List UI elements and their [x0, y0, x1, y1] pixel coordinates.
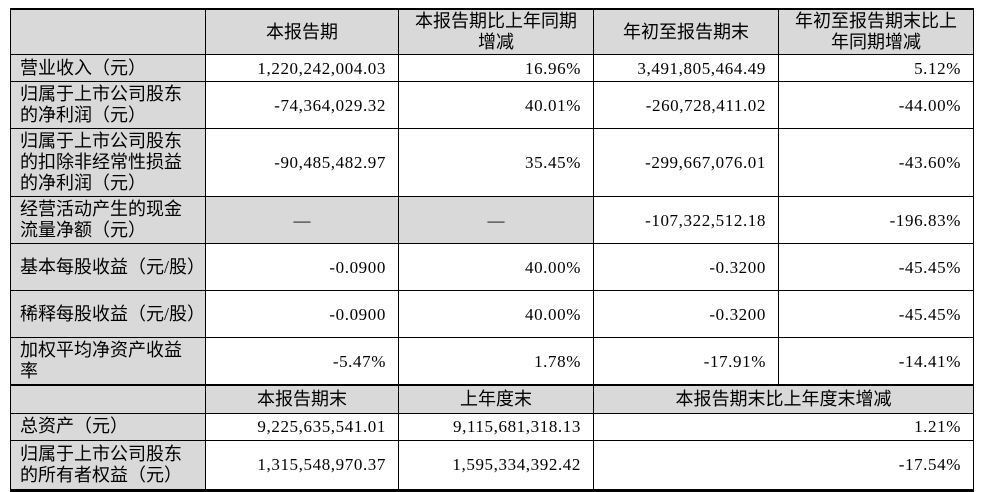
header-end-of-period: 本报告期末 — [205, 384, 399, 414]
header-current-period: 本报告期 — [205, 8, 399, 55]
header-change-vs-prior-year-end: 本报告期末比上年度末增减 — [593, 384, 974, 414]
header-current-vs-prior-year: 本报告期比上年同期增减 — [398, 8, 594, 55]
value-cell: -0.0900 — [205, 290, 399, 338]
value-cell: -17.91% — [593, 337, 779, 386]
value-cell: 40.00% — [398, 290, 594, 338]
value-cell: 16.96% — [398, 54, 594, 82]
value-cell: -74,364,029.32 — [205, 81, 399, 129]
value-cell: -260,728,411.02 — [593, 81, 779, 129]
value-cell: -0.0900 — [205, 243, 399, 291]
value-cell: 9,225,635,541.01 — [205, 412, 399, 441]
value-cell: -45.45% — [778, 243, 974, 291]
value-cell-dash: — — [205, 196, 399, 244]
table-row-weighted-avg-roe: 加权平均净资产收益率 -5.47% 1.78% -17.91% -14.41% — [10, 337, 974, 386]
value-cell: -14.41% — [778, 337, 974, 386]
value-cell: -5.47% — [205, 337, 399, 386]
value-cell: 3,491,805,464.49 — [593, 54, 779, 82]
value-cell: 40.01% — [398, 81, 594, 129]
row-label: 加权平均净资产收益率 — [10, 337, 206, 386]
value-cell: -43.60% — [778, 128, 974, 197]
header-ytd-vs-prior-year: 年初至报告期末比上年同期增减 — [778, 8, 974, 55]
value-cell-dash: — — [398, 196, 594, 244]
value-cell: -299,667,076.01 — [593, 128, 779, 197]
value-cell: -196.83% — [778, 196, 974, 244]
row-label: 稀释每股收益（元/股） — [10, 290, 206, 338]
value-cell: 35.45% — [398, 128, 594, 197]
value-cell: 5.12% — [778, 54, 974, 82]
value-cell: -17.54% — [593, 439, 974, 491]
value-cell: 1,595,334,392.42 — [398, 439, 594, 491]
row-label: 基本每股收益（元/股） — [10, 243, 206, 291]
table-row-net-profit-excl-nonrecurring: 归属于上市公司股东的扣除非经常性损益的净利润（元） -90,485,482.97… — [10, 128, 974, 197]
row-label: 归属于上市公司股东的所有者权益（元） — [10, 439, 206, 491]
table-row-owners-equity: 归属于上市公司股东的所有者权益（元） 1,315,548,970.37 1,59… — [10, 439, 974, 491]
period-header-row: 本报告期 本报告期比上年同期增减 年初至报告期末 年初至报告期末比上年同期增减 — [10, 8, 974, 55]
value-cell: 1.78% — [398, 337, 594, 386]
value-cell: 40.00% — [398, 243, 594, 291]
header-ytd: 年初至报告期末 — [593, 8, 779, 55]
table-row-operating-revenue: 营业收入（元） 1,220,242,004.03 16.96% 3,491,80… — [10, 54, 974, 82]
position-header-row: 本报告期末 上年度末 本报告期末比上年度末增减 — [10, 384, 974, 414]
value-cell: -107,322,512.18 — [593, 196, 779, 244]
value-cell: -0.3200 — [593, 290, 779, 338]
row-label: 营业收入（元） — [10, 54, 206, 82]
table-row-basic-eps: 基本每股收益（元/股） -0.0900 40.00% -0.3200 -45.4… — [10, 243, 974, 291]
table-row-net-profit: 归属于上市公司股东的净利润（元） -74,364,029.32 40.01% -… — [10, 81, 974, 129]
value-cell: 9,115,681,318.13 — [398, 412, 594, 441]
value-cell: -0.3200 — [593, 243, 779, 291]
row-label: 归属于上市公司股东的扣除非经常性损益的净利润（元） — [10, 128, 206, 197]
table-row-operating-cash-flow: 经营活动产生的现金流量净额（元） — — -107,322,512.18 -19… — [10, 196, 974, 244]
header-end-of-prior-year: 上年度末 — [398, 384, 594, 414]
row-label: 经营活动产生的现金流量净额（元） — [10, 196, 206, 244]
header-empty-cell — [10, 8, 206, 55]
value-cell: -90,485,482.97 — [205, 128, 399, 197]
row-label: 总资产（元） — [10, 412, 206, 441]
table-row-diluted-eps: 稀释每股收益（元/股） -0.0900 40.00% -0.3200 -45.4… — [10, 290, 974, 338]
value-cell: 1,315,548,970.37 — [205, 439, 399, 491]
header-empty-cell — [10, 384, 206, 414]
table-row-total-assets: 总资产（元） 9,225,635,541.01 9,115,681,318.13… — [10, 412, 974, 441]
value-cell: 1,220,242,004.03 — [205, 54, 399, 82]
row-label: 归属于上市公司股东的净利润（元） — [10, 81, 206, 129]
value-cell: -45.45% — [778, 290, 974, 338]
financial-summary-table: 本报告期 本报告期比上年同期增减 年初至报告期末 年初至报告期末比上年同期增减 … — [10, 8, 974, 492]
value-cell: -44.00% — [778, 81, 974, 129]
value-cell: 1.21% — [593, 412, 974, 441]
